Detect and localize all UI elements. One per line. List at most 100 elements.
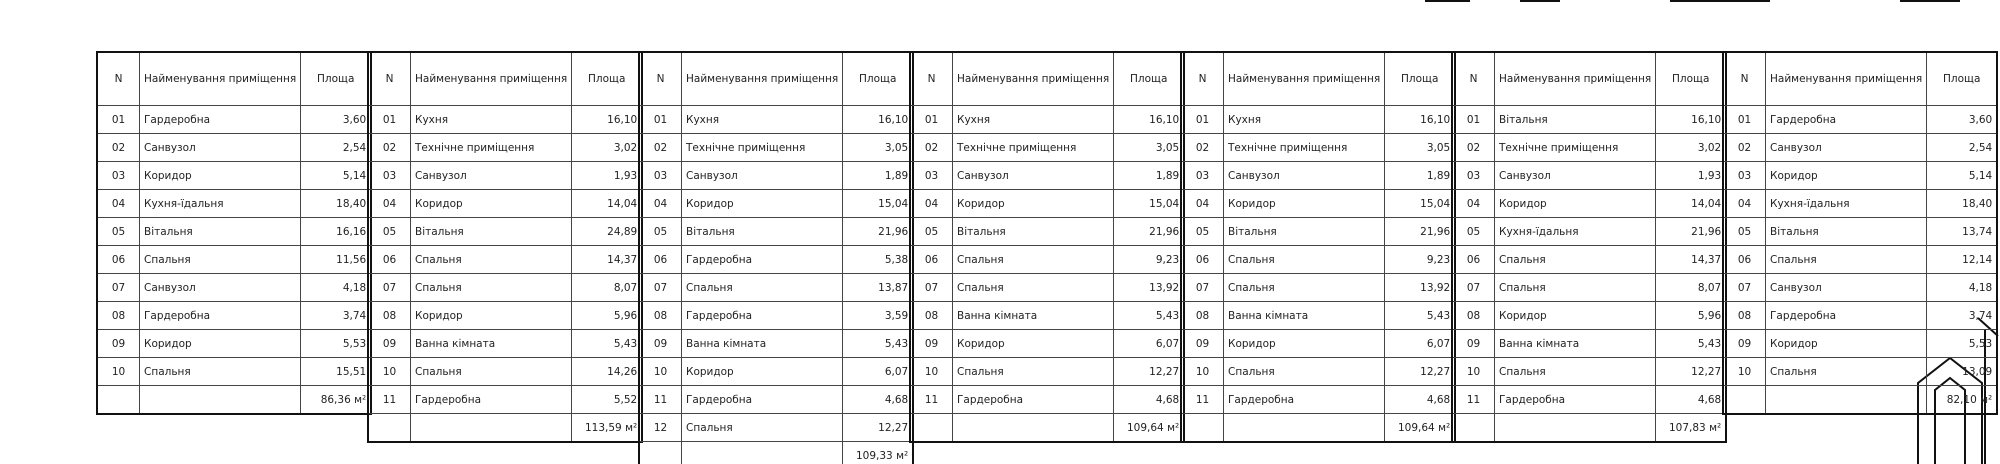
room-name: Коридор xyxy=(1493,301,1657,330)
total-row: 109,64 м² xyxy=(909,413,1185,443)
header-row: N Найменування приміщення Площа xyxy=(1451,51,1727,106)
room-number: 05 xyxy=(1451,217,1495,246)
room-area: 16,10 xyxy=(842,105,914,134)
room-number: 07 xyxy=(367,273,411,302)
room-name: Спальня xyxy=(951,245,1115,274)
room-row: 03 Санвузол 1,89 xyxy=(1180,161,1456,190)
room-number: 05 xyxy=(909,217,953,246)
room-name: Гардеробна xyxy=(680,301,844,330)
room-name: Коридор xyxy=(138,161,302,190)
room-number: 09 xyxy=(96,329,140,358)
room-name: Вітальня xyxy=(409,217,573,246)
room-row: 06 Спальня 14,37 xyxy=(1451,245,1727,274)
header-row: N Найменування приміщення Площа xyxy=(367,51,643,106)
room-name: Спальня xyxy=(409,273,573,302)
room-number: 08 xyxy=(96,301,140,330)
empty-cell xyxy=(1722,385,1766,415)
room-number: 12 xyxy=(638,413,682,442)
room-row: 03 Санвузол 1,89 xyxy=(638,161,914,190)
room-area: 14,04 xyxy=(571,189,643,218)
room-number: 01 xyxy=(96,105,140,134)
room-number: 02 xyxy=(96,133,140,162)
room-area: 14,04 xyxy=(1655,189,1727,218)
room-area: 5,43 xyxy=(842,329,914,358)
total-row: 109,33 м² xyxy=(638,441,914,464)
header-name: Найменування приміщення xyxy=(680,51,844,106)
room-area: 9,23 xyxy=(1113,245,1185,274)
empty-cell xyxy=(638,441,682,464)
room-row: 06 Спальня 12,14 xyxy=(1722,245,1998,274)
room-area: 5,53 xyxy=(1926,329,1998,358)
room-name: Спальня xyxy=(409,245,573,274)
room-name: Гардеробна xyxy=(1764,301,1928,330)
room-name: Спальня xyxy=(1493,245,1657,274)
room-number: 08 xyxy=(1451,301,1495,330)
room-row: 08 Ванна кімната 5,43 xyxy=(1180,301,1456,330)
room-table: N Найменування приміщення Площа 01 Кухня 16,1… xyxy=(1180,51,1457,443)
room-name: Коридор xyxy=(951,189,1115,218)
room-area: 3,02 xyxy=(1655,133,1727,162)
empty-cell xyxy=(409,413,573,443)
room-name: Спальня xyxy=(1764,245,1928,274)
room-row: 03 Санвузол 1,89 xyxy=(909,161,1185,190)
room-row: 08 Гардеробна 3,74 xyxy=(96,301,372,330)
room-name: Ванна кімната xyxy=(1493,329,1657,358)
room-area: 3,05 xyxy=(1113,133,1185,162)
total-row: 109,64 м² xyxy=(1180,413,1456,443)
room-number: 10 xyxy=(1722,357,1766,386)
room-name: Спальня xyxy=(680,273,844,302)
room-name: Коридор xyxy=(1222,329,1386,358)
room-number: 06 xyxy=(96,245,140,274)
room-number: 05 xyxy=(1180,217,1224,246)
room-row: 07 Санвузол 4,18 xyxy=(1722,273,1998,302)
room-row: 11 Гардеробна 4,68 xyxy=(1180,385,1456,414)
empty-cell xyxy=(1493,413,1657,443)
room-number: 10 xyxy=(1451,357,1495,386)
room-number: 11 xyxy=(909,385,953,414)
room-row: 05 Вітальня 21,96 xyxy=(909,217,1185,246)
room-row: 04 Коридор 14,04 xyxy=(1451,189,1727,218)
room-number: 03 xyxy=(1180,161,1224,190)
room-row: 03 Санвузол 1,93 xyxy=(1451,161,1727,190)
room-name: Кухня xyxy=(1222,105,1386,134)
header-area: Площа xyxy=(300,51,372,106)
room-name: Спальня xyxy=(680,413,844,442)
room-area: 5,14 xyxy=(300,161,372,190)
room-area: 6,07 xyxy=(1384,329,1456,358)
room-number: 01 xyxy=(1451,105,1495,134)
room-name: Вітальня xyxy=(1493,105,1657,134)
room-area: 5,96 xyxy=(571,301,643,330)
room-area: 24,89 xyxy=(571,217,643,246)
room-number: 10 xyxy=(638,357,682,386)
room-area: 16,10 xyxy=(1384,105,1456,134)
room-name: Спальня xyxy=(138,357,302,386)
room-row: 02 Технічне приміщення 3,05 xyxy=(909,133,1185,162)
room-row: 12 Спальня 12,27 xyxy=(638,413,914,442)
room-number: 04 xyxy=(638,189,682,218)
room-row: 06 Гардеробна 5,38 xyxy=(638,245,914,274)
room-name: Гардеробна xyxy=(138,301,302,330)
room-area: 5,43 xyxy=(1384,301,1456,330)
room-area: 5,43 xyxy=(1113,301,1185,330)
empty-cell xyxy=(1180,413,1224,443)
room-row: 10 Спальня 12,27 xyxy=(1180,357,1456,386)
room-row: 03 Санвузол 1,93 xyxy=(367,161,643,190)
room-area: 13,92 xyxy=(1384,273,1456,302)
header-area: Площа xyxy=(571,51,643,106)
room-number: 04 xyxy=(909,189,953,218)
room-number: 10 xyxy=(1180,357,1224,386)
room-area: 3,60 xyxy=(1926,105,1998,134)
room-name: Гардеробна xyxy=(1493,385,1657,414)
room-row: 01 Вітальня 16,10 xyxy=(1451,105,1727,134)
room-number: 08 xyxy=(909,301,953,330)
room-number: 04 xyxy=(1722,189,1766,218)
total-area: 82,10 м² xyxy=(1926,385,1998,415)
room-row: 01 Кухня 16,10 xyxy=(1180,105,1456,134)
room-number: 03 xyxy=(909,161,953,190)
header-name: Найменування приміщення xyxy=(1764,51,1928,106)
empty-cell xyxy=(1764,385,1928,415)
room-row: 11 Гардеробна 4,68 xyxy=(638,385,914,414)
room-row: 01 Кухня 16,10 xyxy=(638,105,914,134)
room-row: 08 Ванна кімната 5,43 xyxy=(909,301,1185,330)
room-row: 10 Спальня 13,09 xyxy=(1722,357,1998,386)
